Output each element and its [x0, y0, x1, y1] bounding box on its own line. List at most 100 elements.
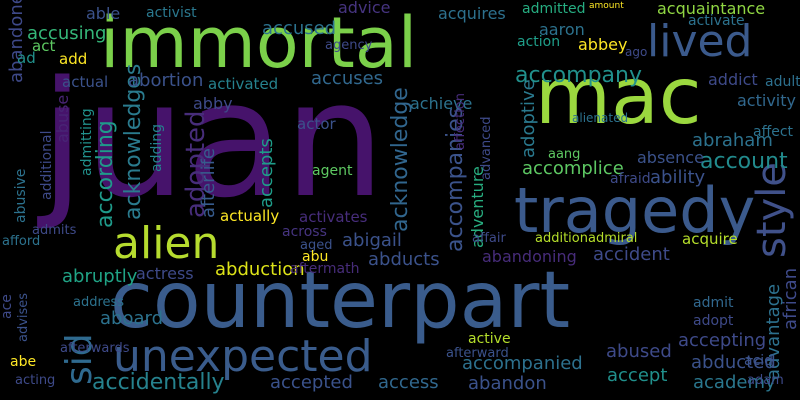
word-active: active [468, 331, 511, 347]
word-abusive: abusive [13, 168, 29, 223]
word-afterward: afterward [446, 346, 509, 361]
word-abused: abused [606, 341, 672, 362]
word-actual: actual [62, 73, 109, 91]
word-add: add [59, 50, 88, 68]
word-account: account [700, 149, 788, 174]
word-academy: academy [693, 372, 776, 393]
word-ago: ago [625, 45, 648, 59]
word-abandoning: abandoning [482, 247, 577, 266]
word-aged: aged [300, 238, 333, 253]
word-activity: activity [737, 91, 796, 110]
word-advises: advises [16, 292, 31, 342]
word-immortal: immortal [100, 2, 418, 84]
word-accepted: accepted [270, 372, 353, 393]
word-abducted: abducted [691, 352, 776, 373]
word-aftermath: aftermath [290, 261, 360, 277]
word-accidentally: accidentally [92, 370, 225, 395]
word-affection: affection [453, 93, 468, 150]
word-juan: juan [40, 46, 386, 233]
word-unexpected: unexpected [113, 331, 373, 382]
word-aang: aang [548, 147, 581, 162]
word-adam: adam [747, 373, 784, 388]
word-acquire: acquire [682, 230, 738, 248]
word-absence: absence [637, 148, 704, 167]
word-abruptly: abruptly [62, 266, 138, 287]
word-abbey: abbey [578, 35, 628, 54]
word-acknowledge: acknowledge [388, 87, 413, 232]
word-adding: adding [149, 123, 165, 172]
word-alienated: alienated [572, 111, 629, 125]
word-accompanied: accompanied [462, 353, 583, 374]
word-admits: admits [32, 223, 77, 238]
word-aaron: aaron [539, 20, 585, 39]
word-abandon: abandon [468, 373, 547, 394]
word-accepting: accepting [678, 330, 767, 351]
word-acid: acid [744, 353, 774, 369]
word-activates: activates [299, 208, 368, 226]
word-aboard: aboard [100, 308, 164, 329]
word-afraid: afraid [610, 171, 651, 187]
word-agency: agency [325, 38, 373, 53]
word-access: access [378, 372, 439, 393]
word-abby: abby [193, 94, 233, 113]
word-abduction: abduction [215, 259, 305, 280]
word-action: action [517, 34, 561, 50]
word-actress: actress [136, 264, 194, 283]
word-ability: ability [650, 167, 706, 188]
word-agent: agent [312, 163, 353, 179]
word-accepts: accepts [256, 138, 277, 208]
word-adopt: adopt [693, 313, 734, 329]
word-able: able [86, 4, 121, 23]
word-addict: addict [708, 70, 758, 89]
word-abraham: abraham [692, 130, 773, 151]
word-amount: amount [589, 1, 624, 11]
word-achieve: achieve [410, 94, 473, 113]
word-ace: ace [0, 294, 15, 319]
word-lived: lived [647, 16, 753, 67]
word-additional: additional [39, 130, 55, 200]
word-afford: afford [2, 234, 41, 249]
word-adoptive: adoptive [518, 79, 539, 158]
word-counterpart: counterpart [110, 256, 571, 346]
word-actor: actor [297, 115, 336, 133]
word-act: act [32, 37, 56, 55]
word-advanced: advanced [479, 116, 494, 180]
word-abigail: abigail [342, 230, 402, 251]
word-affect: affect [753, 124, 794, 140]
word-afterwards: afterwards [60, 341, 130, 356]
word-abu: abu [302, 249, 329, 265]
word-accusing: accusing [27, 23, 107, 44]
word-adult: adult [765, 74, 800, 90]
word-admitting: admitting [79, 108, 95, 176]
word-activated: activated [208, 75, 279, 93]
word-abducts: abducts [368, 249, 440, 270]
word-accept: accept [607, 365, 668, 386]
word-across: across [282, 224, 327, 240]
word-acquaintance: acquaintance [657, 0, 766, 18]
word-according: according [93, 120, 118, 228]
word-style: style [749, 162, 795, 258]
word-accident: accident [593, 244, 670, 265]
word-african: african [780, 267, 800, 330]
word-admit: admit [693, 295, 734, 311]
word-abuse: abuse [53, 94, 72, 143]
word-additionadmiral: additionadmiral [535, 231, 638, 246]
word-abortion: abortion [128, 70, 204, 91]
word-acting: acting [15, 373, 56, 388]
word-accused: accused [262, 18, 337, 39]
word-tragedy: tragedy [514, 174, 756, 247]
word-address: address [73, 295, 125, 310]
word-abe: abe [10, 354, 37, 370]
word-actually: actually [220, 207, 280, 225]
word-accomplice: accomplice [522, 158, 624, 179]
word-alien: alien [113, 218, 220, 269]
word-affair: affair [472, 231, 506, 246]
word-activist: activist [146, 5, 197, 21]
word-afterlife: afterlife [198, 148, 219, 218]
word-acquires: acquires [438, 4, 506, 23]
word-ad: ad [17, 49, 36, 67]
word-activate: activate [688, 13, 745, 29]
word-mac: mac [535, 52, 702, 142]
word-advice: advice [338, 0, 391, 17]
